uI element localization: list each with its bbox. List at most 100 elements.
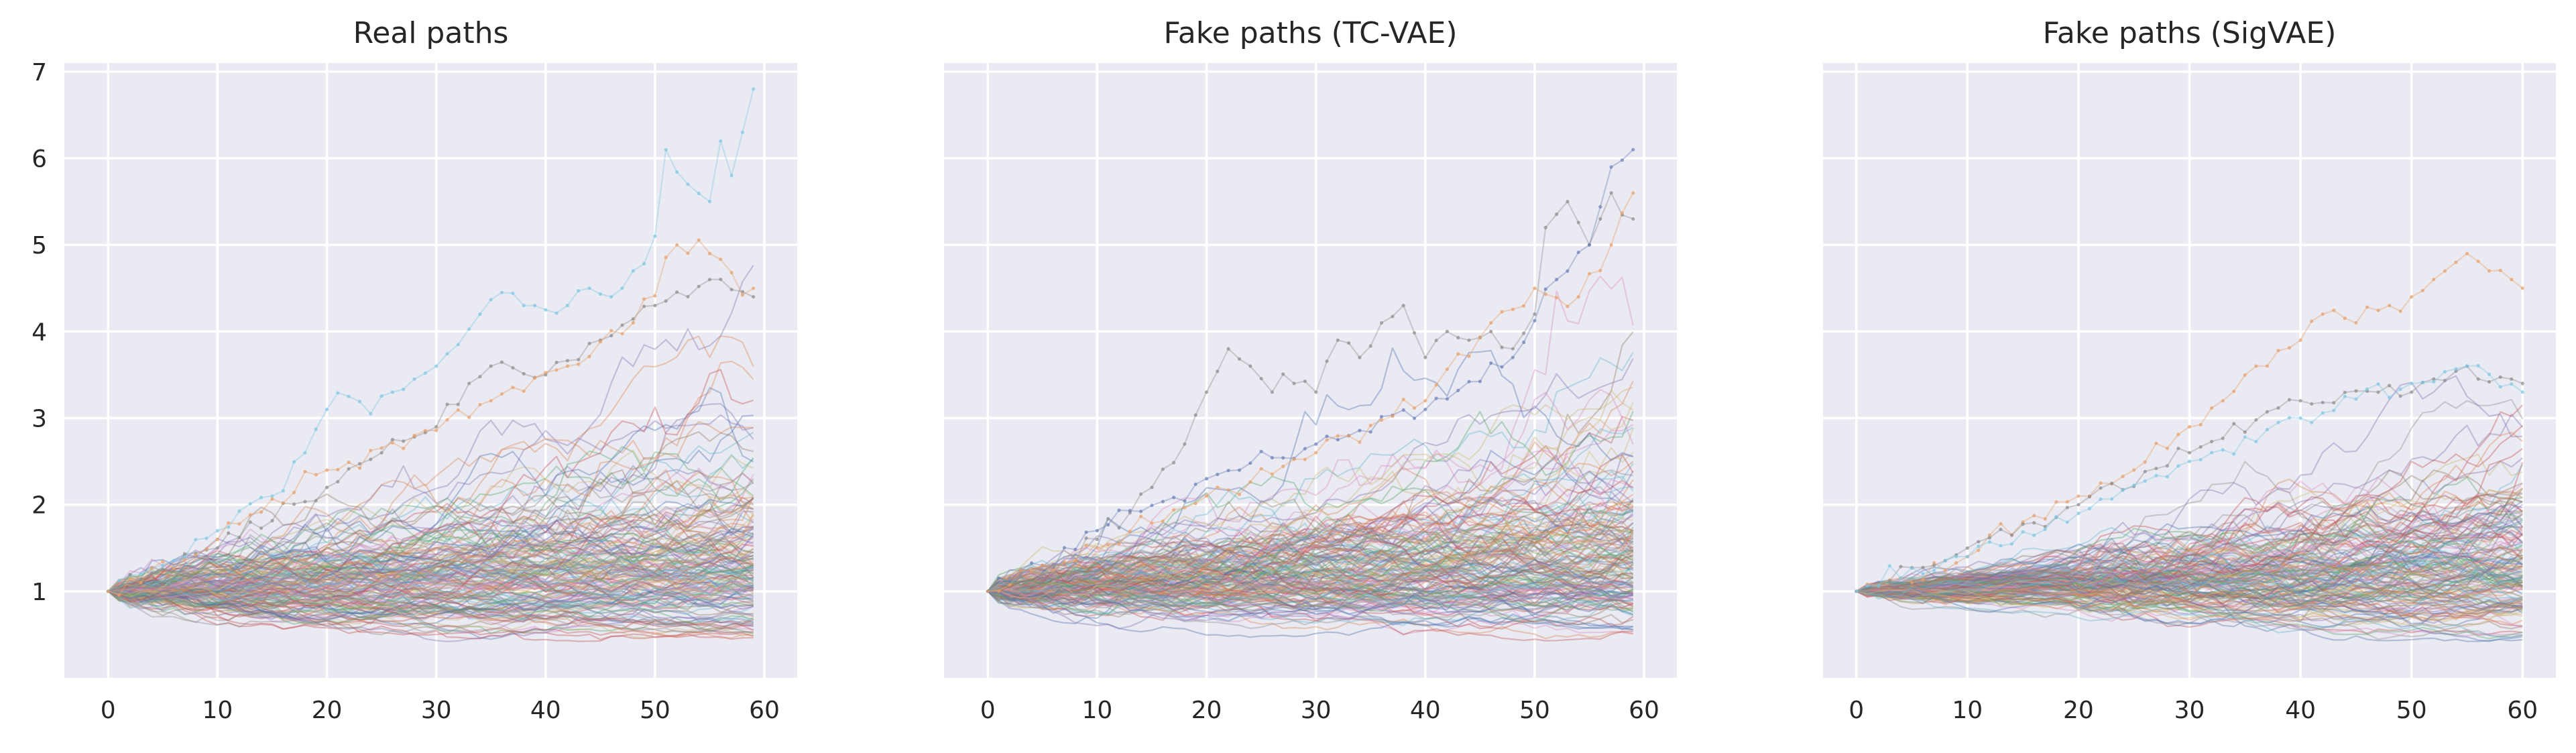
series-line: [987, 501, 1633, 598]
series-line: [1856, 558, 2524, 600]
data-point: [1193, 482, 1197, 486]
data-point: [500, 360, 504, 364]
series-line: [987, 536, 1634, 592]
data-point: [2388, 384, 2392, 388]
series-line: [1856, 580, 2523, 630]
series-line: [107, 561, 754, 607]
y-tick-label: 1: [32, 579, 47, 606]
series-line: [108, 590, 754, 640]
series-line: [988, 579, 1634, 620]
series-line: [987, 508, 1634, 592]
series-line: [987, 590, 1634, 626]
series-line: [1856, 485, 2523, 593]
data-point: [1943, 559, 1947, 563]
data-point: [1084, 530, 1088, 534]
series-line: [108, 557, 754, 607]
series-line: [1856, 513, 2523, 595]
series-line: [1856, 478, 2523, 604]
data-point: [1368, 344, 1372, 348]
series-line: [987, 416, 1634, 599]
series-line: [1856, 520, 2524, 593]
series-line: [987, 576, 1633, 630]
series-line: [1856, 557, 2523, 600]
data-point: [1128, 509, 1132, 513]
data-point: [2199, 445, 2203, 449]
series-line: [108, 561, 754, 620]
series-line: [1856, 551, 2523, 594]
series-line: [1856, 544, 2523, 595]
series-line: [107, 571, 754, 598]
data-point: [1281, 465, 1285, 469]
series-line: [107, 551, 754, 603]
series-line: [108, 576, 754, 612]
series-line: [988, 436, 1634, 595]
data-point: [740, 290, 744, 294]
series-line: [1856, 488, 2523, 595]
data-point: [2121, 475, 2125, 479]
data-point: [2398, 394, 2402, 398]
data-point: [2465, 251, 2469, 255]
data-point: [1379, 321, 1384, 325]
series-line: [1856, 582, 2523, 622]
series-line: [1856, 555, 2523, 600]
data-point: [1150, 504, 1154, 508]
data-point: [467, 382, 471, 386]
series-line: [1856, 566, 2523, 600]
series-line: [1856, 533, 2524, 606]
data-point: [1423, 355, 1427, 359]
series-line: [988, 558, 1634, 613]
series-line: [108, 510, 754, 600]
data-point: [1062, 561, 1066, 565]
data-point: [1965, 555, 1969, 559]
series-line: [988, 428, 1634, 595]
series-line: [108, 535, 754, 593]
data-point: [500, 392, 504, 396]
series-line: [107, 504, 754, 592]
data-point: [1018, 573, 1022, 577]
series-line: [988, 497, 1634, 592]
plot-area: [64, 63, 797, 678]
series-line: [1856, 583, 2523, 613]
series-line: [987, 583, 1633, 616]
series-line: [108, 544, 754, 612]
data-point: [1292, 457, 1296, 461]
series-line: [1856, 585, 2523, 628]
series-line: [1856, 563, 2523, 603]
series-line: [107, 585, 754, 620]
series-line: [107, 469, 754, 592]
data-point: [2410, 382, 2414, 386]
series-line: [1856, 540, 2523, 601]
data-point: [664, 299, 668, 303]
data-point: [1412, 331, 1417, 335]
series-line: [988, 524, 1634, 601]
series-line: [108, 532, 754, 599]
series-line: [987, 514, 1633, 592]
series-line: [1856, 497, 2524, 599]
data-point: [1954, 561, 1958, 565]
data-point: [489, 298, 493, 302]
data-point: [1095, 537, 1099, 542]
series-line: [988, 539, 1634, 593]
data-point: [478, 402, 482, 407]
x-tick-label: 30: [1301, 697, 1332, 724]
data-point: [620, 286, 624, 290]
data-point: [2276, 406, 2280, 410]
data-point: [1336, 338, 1340, 342]
series-line: [107, 555, 754, 600]
data-point: [532, 304, 537, 308]
data-point: [1987, 540, 1991, 544]
series-line: [988, 563, 1633, 624]
data-point: [1226, 347, 1230, 351]
series-line: [988, 546, 1634, 593]
data-point: [2388, 304, 2392, 308]
series-line: [108, 546, 754, 595]
series-line: [1856, 581, 2523, 624]
series-line: [107, 590, 754, 636]
series-line: [107, 585, 754, 622]
data-point: [2143, 469, 2147, 473]
data-point: [752, 87, 756, 91]
data-point: [182, 558, 186, 562]
data-point: [2287, 346, 2292, 350]
data-point: [2410, 295, 2414, 299]
data-point: [2343, 394, 2347, 398]
